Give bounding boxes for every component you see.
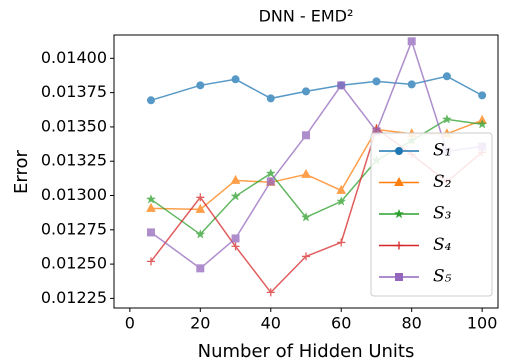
marker xyxy=(407,80,416,89)
y-tick-label: 0.01400 xyxy=(41,48,107,67)
marker xyxy=(146,228,155,237)
marker xyxy=(337,238,346,247)
legend-box xyxy=(370,132,493,297)
x-tick-label: 60 xyxy=(331,314,351,333)
marker xyxy=(336,196,347,206)
x-tick-label: 80 xyxy=(402,314,422,333)
legend-label: S₅ xyxy=(433,267,452,287)
marker xyxy=(145,194,156,204)
legend-label: S₁ xyxy=(433,141,451,161)
series-line xyxy=(150,75,483,102)
marker xyxy=(302,87,310,96)
marker xyxy=(407,37,416,46)
marker xyxy=(336,184,347,194)
legend-label: S₂ xyxy=(433,172,452,192)
y-tick-label: 0.01350 xyxy=(41,116,107,135)
marker xyxy=(231,75,240,84)
marker xyxy=(478,91,487,100)
marker xyxy=(196,81,205,90)
series-line xyxy=(150,118,483,236)
x-tick-label: 100 xyxy=(467,314,498,333)
marker xyxy=(394,176,404,186)
marker xyxy=(442,72,451,81)
marker xyxy=(146,96,155,105)
x-tick-label: 20 xyxy=(190,314,210,333)
y-tick-label: 0.01275 xyxy=(41,219,107,238)
x-tick-label: 40 xyxy=(261,314,281,333)
marker xyxy=(230,191,241,201)
marker xyxy=(195,203,206,213)
chart-title: DNN - EMD² xyxy=(259,7,354,26)
marker xyxy=(146,202,156,212)
y-tick-label: 0.01300 xyxy=(41,185,107,204)
marker xyxy=(195,229,206,239)
y-tick-label: 0.01325 xyxy=(41,151,107,170)
marker xyxy=(393,208,405,219)
marker xyxy=(266,288,275,297)
series-line xyxy=(150,39,483,270)
marker xyxy=(196,193,205,202)
plot-frame xyxy=(113,34,499,309)
marker xyxy=(266,177,275,186)
y-tick-label: 0.01225 xyxy=(41,288,107,307)
y-tick-label: 0.01375 xyxy=(41,82,107,101)
marker xyxy=(395,241,403,250)
marker xyxy=(441,114,452,124)
x-axis-label: Number of Hidden Units xyxy=(198,341,415,362)
marker xyxy=(265,168,276,178)
y-tick-label: 0.01250 xyxy=(41,254,107,273)
x-tick-label: 0 xyxy=(125,314,135,333)
legend-label: S₃ xyxy=(433,204,452,224)
marker xyxy=(372,77,381,86)
series xyxy=(146,72,487,105)
marker xyxy=(302,252,310,261)
y-axis-label: Error xyxy=(11,149,32,193)
marker xyxy=(231,234,240,243)
marker xyxy=(301,168,311,178)
marker xyxy=(337,81,346,90)
marker xyxy=(302,131,310,140)
legend-label: S₄ xyxy=(433,235,452,255)
marker xyxy=(231,242,240,251)
marker xyxy=(230,174,241,184)
marker xyxy=(477,119,488,129)
marker xyxy=(395,273,403,281)
marker xyxy=(196,264,205,273)
marker xyxy=(300,212,312,222)
marker xyxy=(266,94,275,103)
marker xyxy=(395,147,403,155)
marker xyxy=(146,257,155,266)
